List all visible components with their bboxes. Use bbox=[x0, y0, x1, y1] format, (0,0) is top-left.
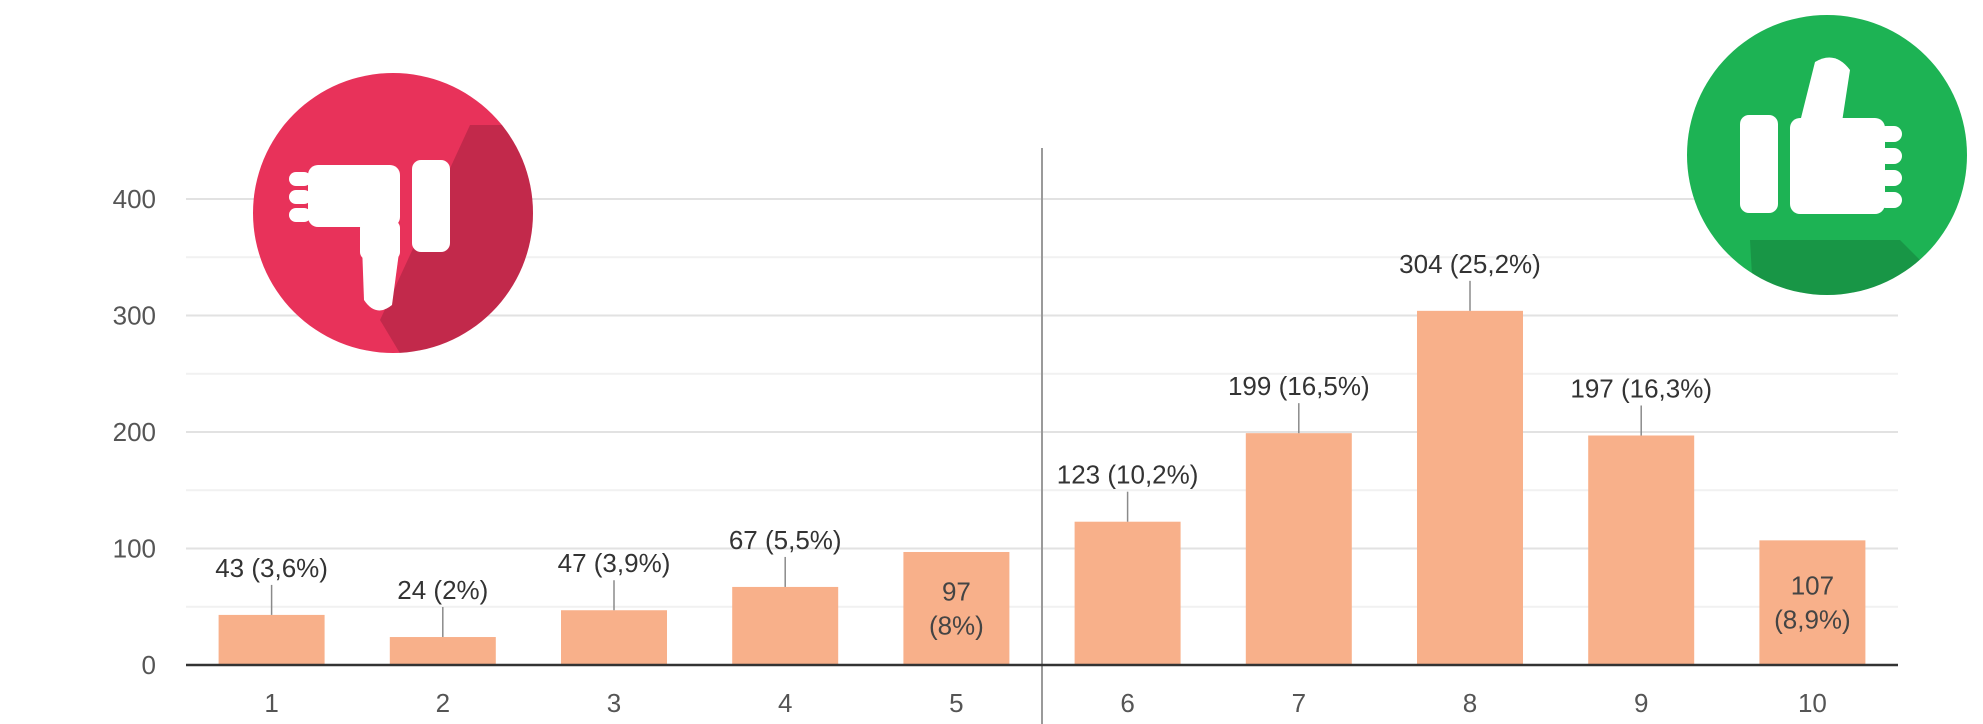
x-tick-label: 10 bbox=[1798, 688, 1827, 718]
data-label: 43 (3,6%) bbox=[215, 553, 328, 583]
x-tick-label: 2 bbox=[436, 688, 450, 718]
bar bbox=[1245, 433, 1352, 665]
y-tick-label: 200 bbox=[113, 417, 156, 447]
data-label: 97 bbox=[942, 576, 971, 606]
y-tick-label: 400 bbox=[113, 184, 156, 214]
data-label: 47 (3,9%) bbox=[558, 548, 671, 578]
y-tick-label: 300 bbox=[113, 301, 156, 331]
x-tick-label: 5 bbox=[949, 688, 963, 718]
bar bbox=[1417, 310, 1523, 665]
x-tick-label: 7 bbox=[1292, 688, 1306, 718]
data-label: 304 (25,2%) bbox=[1399, 249, 1541, 279]
x-tick-label: 4 bbox=[778, 688, 792, 718]
bar bbox=[389, 637, 496, 665]
x-tick-label: 6 bbox=[1120, 688, 1134, 718]
data-label: 197 (16,3%) bbox=[1570, 373, 1712, 403]
thumbs-down-icon bbox=[253, 73, 533, 353]
bars bbox=[218, 310, 1866, 665]
bar bbox=[1074, 521, 1181, 665]
y-tick-label: 0 bbox=[142, 650, 156, 680]
bar bbox=[218, 614, 325, 665]
x-tick-label: 9 bbox=[1634, 688, 1648, 718]
data-label: 67 (5,5%) bbox=[729, 525, 842, 555]
y-tick-label: 100 bbox=[113, 534, 156, 564]
x-tick-label: 8 bbox=[1463, 688, 1477, 718]
bar bbox=[1759, 540, 1866, 665]
thumbs-up-icon bbox=[1687, 15, 1967, 295]
data-label: 199 (16,5%) bbox=[1228, 371, 1370, 401]
data-label: (8,9%) bbox=[1774, 605, 1851, 635]
bar bbox=[732, 586, 839, 665]
x-tick-label: 1 bbox=[264, 688, 278, 718]
x-tick-label: 3 bbox=[607, 688, 621, 718]
bar bbox=[903, 551, 1010, 665]
data-label: 107 bbox=[1791, 571, 1834, 601]
bar bbox=[561, 610, 667, 665]
data-labels: 43 (3,6%) 24 (2%) 47 (3,9%) 67 (5,5%) 97 (8%)… bbox=[215, 249, 1850, 641]
data-label: 24 (2%) bbox=[397, 575, 488, 605]
bar bbox=[1588, 435, 1695, 665]
data-label: (8%) bbox=[929, 610, 984, 640]
axis-ticks: 0 100 200 300 400 1 2 3 4 5 6 7 8 9 10 bbox=[113, 184, 1827, 718]
data-label: 123 (10,2%) bbox=[1057, 460, 1199, 490]
